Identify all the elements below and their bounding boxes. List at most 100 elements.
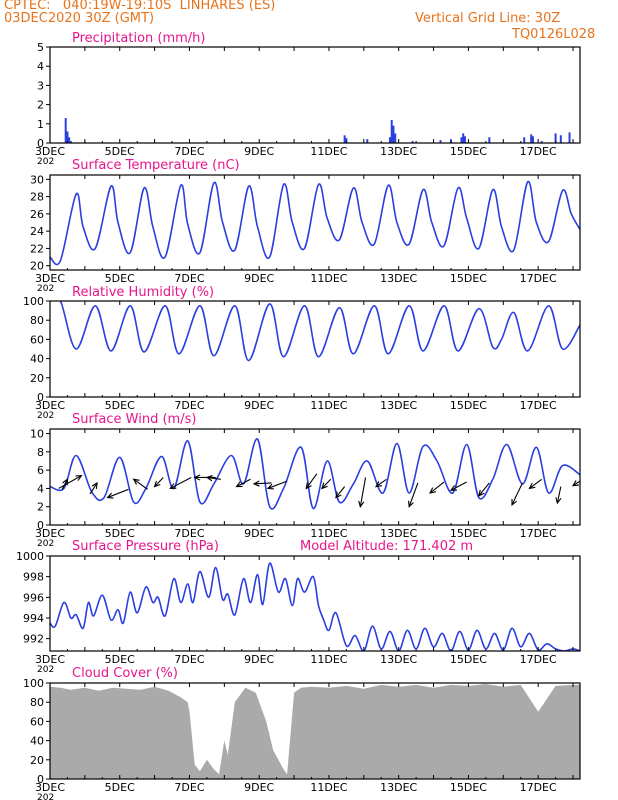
wind-arrowhead xyxy=(358,500,365,508)
wind-arrowhead xyxy=(132,478,140,485)
y-tick-label: 40 xyxy=(30,735,44,748)
x-tick-label: 15DEC xyxy=(450,272,487,285)
x-tick-label: 17DEC xyxy=(520,272,557,285)
x-tick-label: 13DEC xyxy=(380,272,417,285)
x-tick-label: 11DEC xyxy=(310,399,347,412)
precip-bar xyxy=(462,133,465,143)
precip-bar xyxy=(392,125,395,143)
x-tick-label: 5DEC xyxy=(105,399,135,412)
y-tick-label: 0 xyxy=(37,391,44,404)
wind-vector xyxy=(236,478,251,488)
x-tick-label: 15DEC xyxy=(450,527,487,540)
y-tick-label: 1000 xyxy=(16,550,44,563)
x-tick-label: 17DEC xyxy=(520,781,557,794)
x-tick-label: 13DEC xyxy=(380,399,417,412)
wind-arrowhead xyxy=(321,482,328,490)
rh-title: Relative Humidity (%) xyxy=(72,285,214,300)
wind-vector xyxy=(206,476,221,480)
y-tick-label: 20 xyxy=(30,372,44,385)
y-tick-label: 3 xyxy=(37,79,44,92)
wind-arrowhead xyxy=(75,475,83,481)
pressure-title: Surface Pressure (hPa) xyxy=(72,539,219,554)
x-tick-label: 13DEC xyxy=(380,653,417,666)
x-tick-label: 9DEC xyxy=(244,527,274,540)
x-tick-label: 17DEC xyxy=(520,145,557,158)
cloud-title: Cloud Cover (%) xyxy=(72,666,178,681)
wind-arrowhead xyxy=(429,487,437,494)
precip-bar xyxy=(411,141,414,143)
x-tick-label: 11DEC xyxy=(310,781,347,794)
y-tick-label: 30 xyxy=(30,173,44,186)
wind-vector xyxy=(359,477,367,507)
y-tick-label: 2 xyxy=(37,501,44,514)
pressure-line xyxy=(50,562,580,651)
wind-vector xyxy=(253,482,272,485)
year-label: 202 xyxy=(37,539,54,549)
y-tick-label: 996 xyxy=(23,591,44,604)
y-tick-label: 22 xyxy=(30,242,44,255)
x-tick-label: 15DEC xyxy=(450,145,487,158)
wind-vector xyxy=(154,477,164,487)
wind-arrowhead xyxy=(106,492,114,499)
precip-bar xyxy=(554,133,557,143)
y-tick-label: 40 xyxy=(30,353,44,366)
y-tick-label: 994 xyxy=(23,612,44,625)
wind-title: Surface Wind (m/s) xyxy=(72,412,196,427)
precip-bar xyxy=(531,136,534,143)
wind-arrowhead xyxy=(205,475,213,482)
wind-frame xyxy=(49,428,581,526)
y-tick-label: 0 xyxy=(37,519,44,532)
y-tick-label: 6 xyxy=(37,464,44,477)
wind-vector xyxy=(89,482,98,495)
wind-vector xyxy=(408,482,419,507)
year-label: 202 xyxy=(37,157,54,167)
y-tick-label: 100 xyxy=(23,677,44,690)
precip-bar xyxy=(390,119,393,143)
x-tick-label: 5DEC xyxy=(105,653,135,666)
y-tick-label: 0 xyxy=(37,773,44,786)
y-tick-label: 60 xyxy=(30,333,44,346)
x-tick-label: 13DEC xyxy=(380,145,417,158)
x-tick-label: 5DEC xyxy=(105,527,135,540)
y-tick-label: 60 xyxy=(30,715,44,728)
x-tick-label: 15DEC xyxy=(450,653,487,666)
x-tick-label: 3DEC xyxy=(35,527,65,540)
wind-arrowhead xyxy=(408,500,414,508)
wind-vector xyxy=(170,476,192,489)
wind-arrowhead xyxy=(91,481,98,489)
y-tick-label: 20 xyxy=(30,754,44,767)
x-tick-label: 3DEC xyxy=(35,272,65,285)
x-tick-label: 5DEC xyxy=(105,272,135,285)
wind-vector xyxy=(375,478,387,488)
y-tick-label: 80 xyxy=(30,314,44,327)
wind-arrowhead xyxy=(571,480,580,487)
wind-vector xyxy=(529,478,542,489)
wind-arrowhead xyxy=(511,498,518,507)
x-tick-label: 9DEC xyxy=(244,272,274,285)
x-tick-label: 5DEC xyxy=(105,145,135,158)
wind-vector xyxy=(450,481,467,491)
x-tick-label: 7DEC xyxy=(174,145,204,158)
x-tick-label: 13DEC xyxy=(380,781,417,794)
temp-line xyxy=(50,181,580,266)
precip-bar xyxy=(463,136,466,143)
wind-line xyxy=(50,438,580,510)
y-tick-label: 998 xyxy=(23,571,44,584)
wind-vector xyxy=(61,479,68,490)
x-tick-label: 9DEC xyxy=(244,653,274,666)
wind-vector xyxy=(305,473,318,489)
header-station: CPTEC: 040:19W-19:10S LINHARES (ES) xyxy=(4,0,276,13)
precip-bar xyxy=(540,141,543,143)
y-tick-label: 28 xyxy=(30,191,44,204)
wind-vector xyxy=(478,482,490,497)
precip-bar xyxy=(64,118,67,143)
precip-bar xyxy=(488,137,491,143)
precip-bar xyxy=(460,137,463,143)
temp-frame xyxy=(49,174,581,271)
y-tick-label: 2 xyxy=(37,99,44,112)
wind-vector xyxy=(107,488,129,499)
wind-arrowhead xyxy=(449,485,458,491)
x-tick-label: 17DEC xyxy=(520,527,557,540)
x-tick-label: 9DEC xyxy=(244,399,274,412)
